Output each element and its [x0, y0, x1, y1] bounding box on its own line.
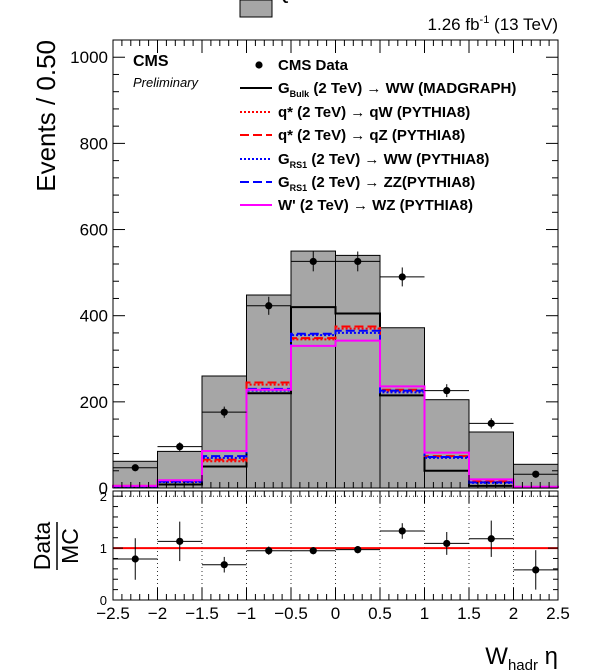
signal-line-g_bulk_ww	[112, 306, 559, 489]
signal-line-g_rs1_zz	[112, 329, 559, 489]
ratio-point	[443, 539, 451, 548]
ratio-y-axis-label: Data MC	[29, 522, 83, 571]
legend: CMS Data GBulk (2 TeV) → WW (MADGRAPH) q* …	[239, 0, 516, 214]
legend-label-wprime_wz: W' (2 TeV) → WZ (PYTHIA8)	[278, 197, 473, 214]
x-tick-label: −2.5	[96, 604, 130, 623]
main-y-tick-label: 800	[80, 134, 108, 153]
main-y-axis: 0 200 400 600 800 1000	[70, 48, 558, 498]
qcd-bar	[335, 254, 381, 489]
preliminary-label: Preliminary	[133, 75, 200, 90]
legend-data-label: CMS Data	[278, 57, 349, 74]
ratio-point	[220, 561, 228, 569]
data-point	[398, 273, 406, 281]
qcd-bar	[379, 327, 425, 489]
x-axis-label: Whadr η	[485, 643, 558, 672]
x-tick-label: 0	[331, 604, 340, 623]
legend-label-g_bulk_ww: GBulk (2 TeV) → WW (MADGRAPH)	[278, 80, 516, 99]
ratio-point	[354, 546, 362, 554]
ratio-plot-panel: 012 −2.5 −2 −1.5 −1 −0.5 0 0.5 1 1.5 2 2.5 Data MC …	[29, 489, 570, 672]
ratio-point	[176, 537, 184, 545]
legend-label-qstar_qz: q* (2 TeV) → qZ (PYTHIA8)	[278, 127, 465, 144]
qcd-bar	[290, 250, 336, 489]
main-y-tick-label: 200	[80, 393, 108, 412]
ratio-point	[487, 535, 495, 543]
legend-data-marker	[255, 61, 263, 69]
main-y-tick-label: 400	[80, 307, 108, 326]
main-y-tick-label: 600	[80, 221, 108, 240]
data-point	[220, 408, 228, 416]
x-tick-label: 2.5	[546, 604, 570, 623]
data-point	[443, 387, 451, 395]
legend-label-g_rs1_zz: GRS1 (2 TeV) → ZZ(PYTHIA8)	[278, 174, 475, 193]
signal-line-wprime_wz	[112, 339, 559, 488]
x-tick-label: −2	[148, 604, 167, 623]
x-tick-label: −0.5	[274, 604, 308, 623]
x-tick-label: −1.5	[185, 604, 219, 623]
x-axis: −2.5 −2 −1.5 −1 −0.5 0 0.5 1 1.5 2 2.5	[96, 491, 570, 623]
qcd-bar	[424, 399, 470, 489]
ratio-y-tick-label: 0	[100, 593, 107, 608]
data-point	[176, 443, 184, 451]
ratio-y-axis: 0 1 2	[100, 489, 558, 608]
qcd-bar	[201, 375, 247, 489]
signal-histograms	[112, 306, 559, 489]
main-plot-panel: 0 200 400 600 800 1000 CMS Preliminary CMS Da…	[31, 0, 559, 498]
ratio-point	[131, 555, 139, 563]
x-tick-label: 2	[509, 604, 518, 623]
data-point	[131, 464, 139, 472]
data-points	[113, 251, 558, 478]
ratio-point	[309, 547, 317, 555]
qcd-histogram	[112, 250, 559, 489]
ratio-y-tick-label: 2	[100, 489, 107, 504]
legend-label-qstar_qw: q* (2 TeV) → qW (PYTHIA8)	[278, 104, 470, 121]
legend-qcd-label: QCD PYTHIA8	[278, 0, 379, 4]
ratio-point	[265, 547, 273, 555]
ratio-y-tick-label: 1	[100, 541, 107, 556]
x-tick-label: −1	[237, 604, 256, 623]
ratio-points	[113, 520, 558, 590]
main-x-axis-ticks	[112, 40, 559, 488]
data-point	[487, 419, 495, 427]
data-point	[309, 257, 317, 266]
x-tick-label: 1	[420, 604, 429, 623]
ratio-point	[398, 527, 406, 535]
main-y-tick-label: 0	[99, 479, 108, 498]
main-y-axis-label: Events / 0.50	[31, 40, 61, 192]
x-tick-label: 1.5	[457, 604, 481, 623]
data-point	[532, 470, 540, 478]
luminosity-label: 1.26 fb-1 (13 TeV)	[428, 14, 558, 34]
ratio-y-label-denominator: MC	[57, 528, 83, 564]
cms-label: CMS	[133, 53, 169, 70]
data-point	[265, 302, 273, 310]
ratio-point	[532, 566, 540, 574]
main-y-tick-label: 1000	[70, 48, 108, 67]
ratio-y-label-numerator: Data	[29, 522, 55, 571]
x-tick-label: 0.5	[368, 604, 392, 623]
legend-label-g_rs1_ww: GRS1 (2 TeV) → WW (PYTHIA8)	[278, 151, 489, 170]
data-point	[354, 257, 362, 266]
legend-qcd-swatch	[239, 0, 273, 18]
